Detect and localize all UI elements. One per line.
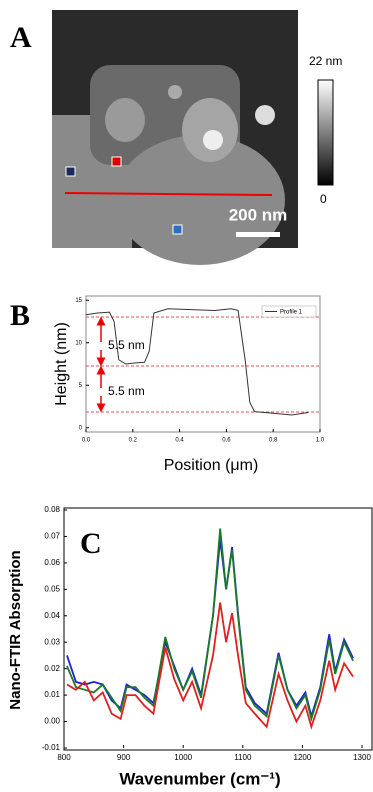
x-tick-label: 900 [117, 753, 131, 762]
y-tick-label: 0.04 [44, 611, 60, 620]
y-tick-label: -0.01 [42, 743, 61, 752]
y-axis-label: Height (nm) [53, 322, 70, 406]
colorbar-max: 22 nm [309, 54, 342, 68]
y-tick-label: 0.06 [44, 558, 60, 567]
x-tick-label: 1100 [234, 753, 252, 762]
y-tick-label: 0.00 [44, 717, 60, 726]
x-tick-label: 1.0 [316, 438, 325, 444]
x-tick-label: 1000 [174, 753, 192, 762]
afm-image [52, 10, 298, 265]
y-tick-label: 0.08 [44, 505, 60, 514]
y-tick-label: 10 [75, 340, 82, 346]
x-axis-label: Wavenumber (cm⁻¹) [119, 769, 280, 788]
figure: A 200 nm 22 nm 0 B 5.5 nm 5.5 nm Profile… [0, 0, 373, 792]
colorbar [318, 80, 333, 185]
y-tick-label: 0.03 [44, 637, 60, 646]
y-tick-label: 5 [79, 383, 83, 389]
y-tick-label: 0.02 [44, 664, 60, 673]
x-tick-label: 800 [57, 753, 71, 762]
panel-label: B [10, 299, 30, 332]
x-tick-label: 1200 [294, 753, 312, 762]
x-tick-label: 0.2 [129, 438, 138, 444]
colorbar-min: 0 [320, 192, 327, 206]
x-axis-label: Position (μm) [164, 457, 259, 474]
y-tick-label: 0.01 [44, 690, 60, 699]
data-line [86, 309, 308, 415]
x-tick-label: 1300 [353, 753, 371, 762]
panel-label: A [10, 21, 32, 54]
panel-label: C [80, 527, 102, 560]
data-line [67, 539, 353, 716]
legend-label: Profile 1 [280, 310, 303, 316]
annotation: 5.5 nm [108, 384, 145, 398]
x-tick-label: 0.4 [175, 438, 184, 444]
y-tick-label: 0.05 [44, 584, 60, 593]
y-tick-label: 0.07 [44, 532, 60, 541]
x-tick-label: 0.6 [222, 438, 231, 444]
y-tick-label: 0 [79, 425, 83, 431]
y-axis-label: Nano-FTIR Absorption [7, 550, 24, 709]
y-tick-label: 15 [75, 298, 82, 304]
x-tick-label: 0.8 [269, 438, 278, 444]
scale-bar-label: 200 nm [229, 205, 288, 224]
data-line [67, 529, 353, 719]
x-tick-label: 0.0 [82, 438, 91, 444]
annotation: 5.5 nm [108, 338, 145, 352]
